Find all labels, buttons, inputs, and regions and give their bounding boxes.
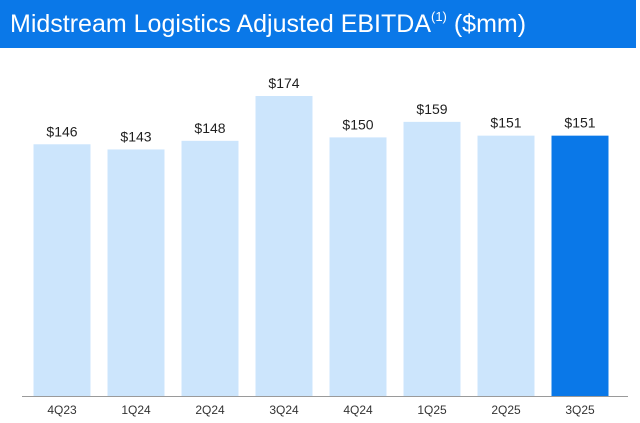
value-label-2q25: $151 — [490, 115, 521, 131]
category-label-1q24: 1Q24 — [121, 403, 151, 417]
value-label-3q25: $151 — [564, 115, 595, 131]
category-label-4q24: 4Q24 — [343, 403, 373, 417]
category-label-1q25: 1Q25 — [417, 403, 447, 417]
title-bar: Midstream Logistics Adjusted EBITDA(1) (… — [0, 0, 636, 48]
value-label-4q23: $146 — [46, 123, 77, 139]
category-label-3q25: 3Q25 — [565, 403, 595, 417]
bar-1q24 — [107, 149, 165, 396]
bar-1q25 — [403, 121, 461, 397]
category-labels-group: 4Q23 1Q24 2Q24 3Q24 4Q24 1Q25 2Q25 3Q25 — [47, 403, 595, 417]
value-label-1q24: $143 — [120, 128, 151, 144]
bar-2q24 — [181, 140, 239, 396]
value-label-4q24: $150 — [342, 116, 373, 132]
bar-4q24 — [329, 137, 387, 396]
title-text: Midstream Logistics Adjusted EBITDA — [10, 10, 431, 38]
title-footnote: (1) — [431, 9, 447, 24]
category-label-3q24: 3Q24 — [269, 403, 299, 417]
category-label-2q25: 2Q25 — [491, 403, 521, 417]
page-title: Midstream Logistics Adjusted EBITDA(1) (… — [10, 9, 526, 39]
value-label-3q24: $174 — [268, 75, 299, 91]
bar-3q24 — [255, 96, 313, 396]
value-label-2q24: $148 — [194, 120, 225, 136]
category-label-4q23: 4Q23 — [47, 403, 77, 417]
value-label-1q25: $159 — [416, 101, 447, 117]
bar-2q25 — [477, 135, 535, 397]
value-labels-group: $146 $143 $148 $174 $150 $159 $151 $151 — [46, 75, 595, 144]
title-unit: ($mm) — [453, 10, 527, 38]
bar-4q23 — [33, 144, 91, 396]
category-label-2q24: 2Q24 — [195, 403, 225, 417]
bar-3q25 — [551, 135, 609, 397]
bars-group — [33, 96, 609, 397]
